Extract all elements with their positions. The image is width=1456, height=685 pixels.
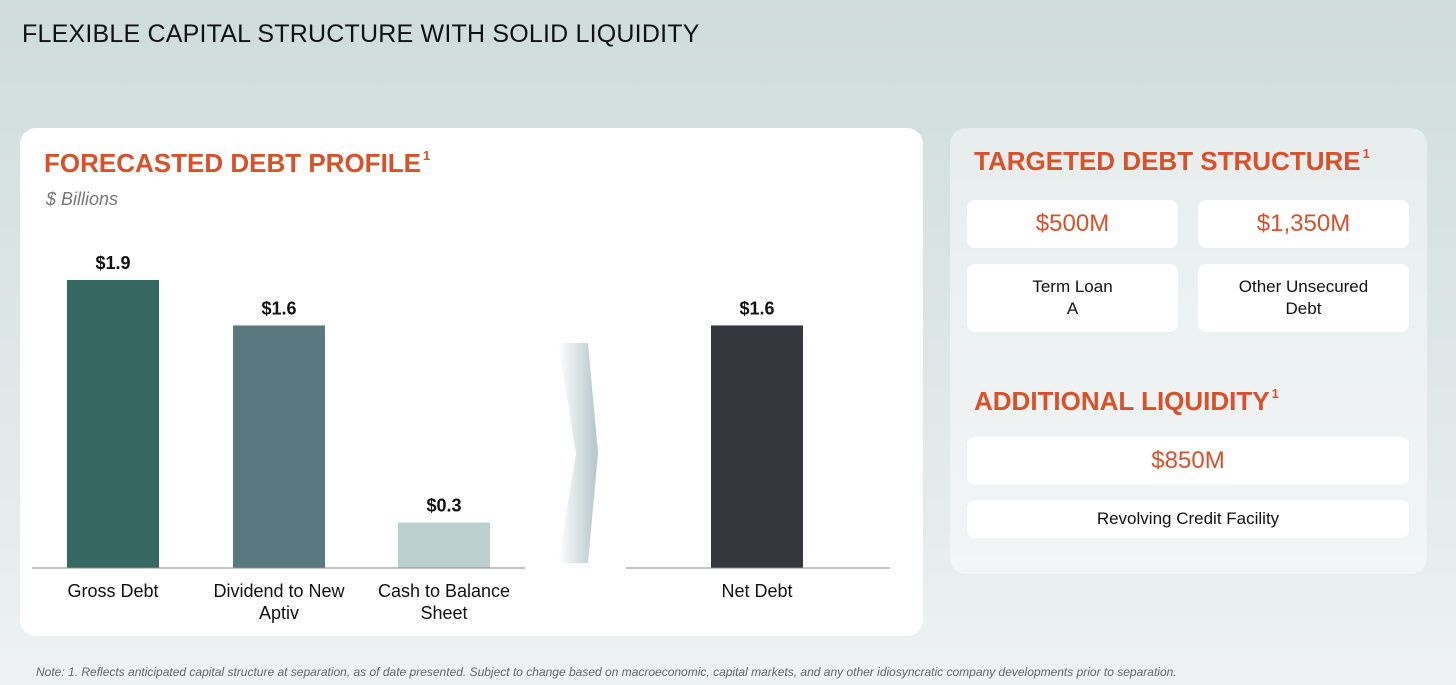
debt-profile-title-text: FORECASTED DEBT PROFILE [44,148,422,178]
revolver-label: Revolving Credit Facility [967,500,1409,538]
liquidity-title-text: ADDITIONAL LIQUIDITY [974,386,1270,416]
category-label-dividend-to-new-aptiv: Dividend to New Aptiv [213,581,345,623]
term-loan-amount: $500M [967,200,1178,248]
debt-profile-chart: $1.9 Gross Debt $1.6 Dividend to New Aptiv $0… [32,253,890,623]
bar-gross-debt [67,279,159,568]
debt-structure-title-text: TARGETED DEBT STRUCTURE [974,146,1361,176]
unsecured-debt-amount: $1,350M [1198,200,1409,248]
term-loan-label: Term Loan A [967,264,1178,332]
liquidity-footnote-ref: 1 [1271,386,1279,401]
bar-net-debt [711,325,803,568]
category-label-net-debt: Net Debt [721,581,792,601]
category-label-cash-to-balance-sheet: Cash to Balance Sheet [378,581,510,623]
data-label-dividend-to-new-aptiv: $1.6 [261,298,296,318]
debt-structure-title: TARGETED DEBT STRUCTURE 1 [974,146,1370,177]
unsecured-debt-label: Other Unsecured Debt [1198,264,1409,332]
debt-profile-card: FORECASTED DEBT PROFILE 1 $ Billions $1.9… [20,128,923,636]
bar-dividend-to-new-aptiv [233,325,325,568]
chart-units-label: $ Billions [46,189,119,209]
data-label-cash-to-balance-sheet: $0.3 [426,496,461,516]
bar-cash-to-balance-sheet [398,522,490,568]
debt-structure-card: TARGETED DEBT STRUCTURE 1 $500M $1,350M T… [950,128,1427,574]
liquidity-title: ADDITIONAL LIQUIDITY 1 [974,386,1279,417]
revolver-amount: $850M [967,437,1409,485]
transition-arrow [558,343,598,563]
debt-structure-footnote-ref: 1 [1362,146,1370,161]
category-label-gross-debt: Gross Debt [67,581,158,601]
debt-profile-footnote-ref: 1 [423,148,431,163]
data-label-gross-debt: $1.9 [95,253,130,273]
data-label-net-debt: $1.6 [739,298,774,318]
debt-profile-title: FORECASTED DEBT PROFILE 1 [44,148,430,179]
page-title: FLEXIBLE CAPITAL STRUCTURE WITH SOLID LI… [22,20,700,48]
footnote: Note: 1. Reflects anticipated capital st… [36,665,1177,679]
